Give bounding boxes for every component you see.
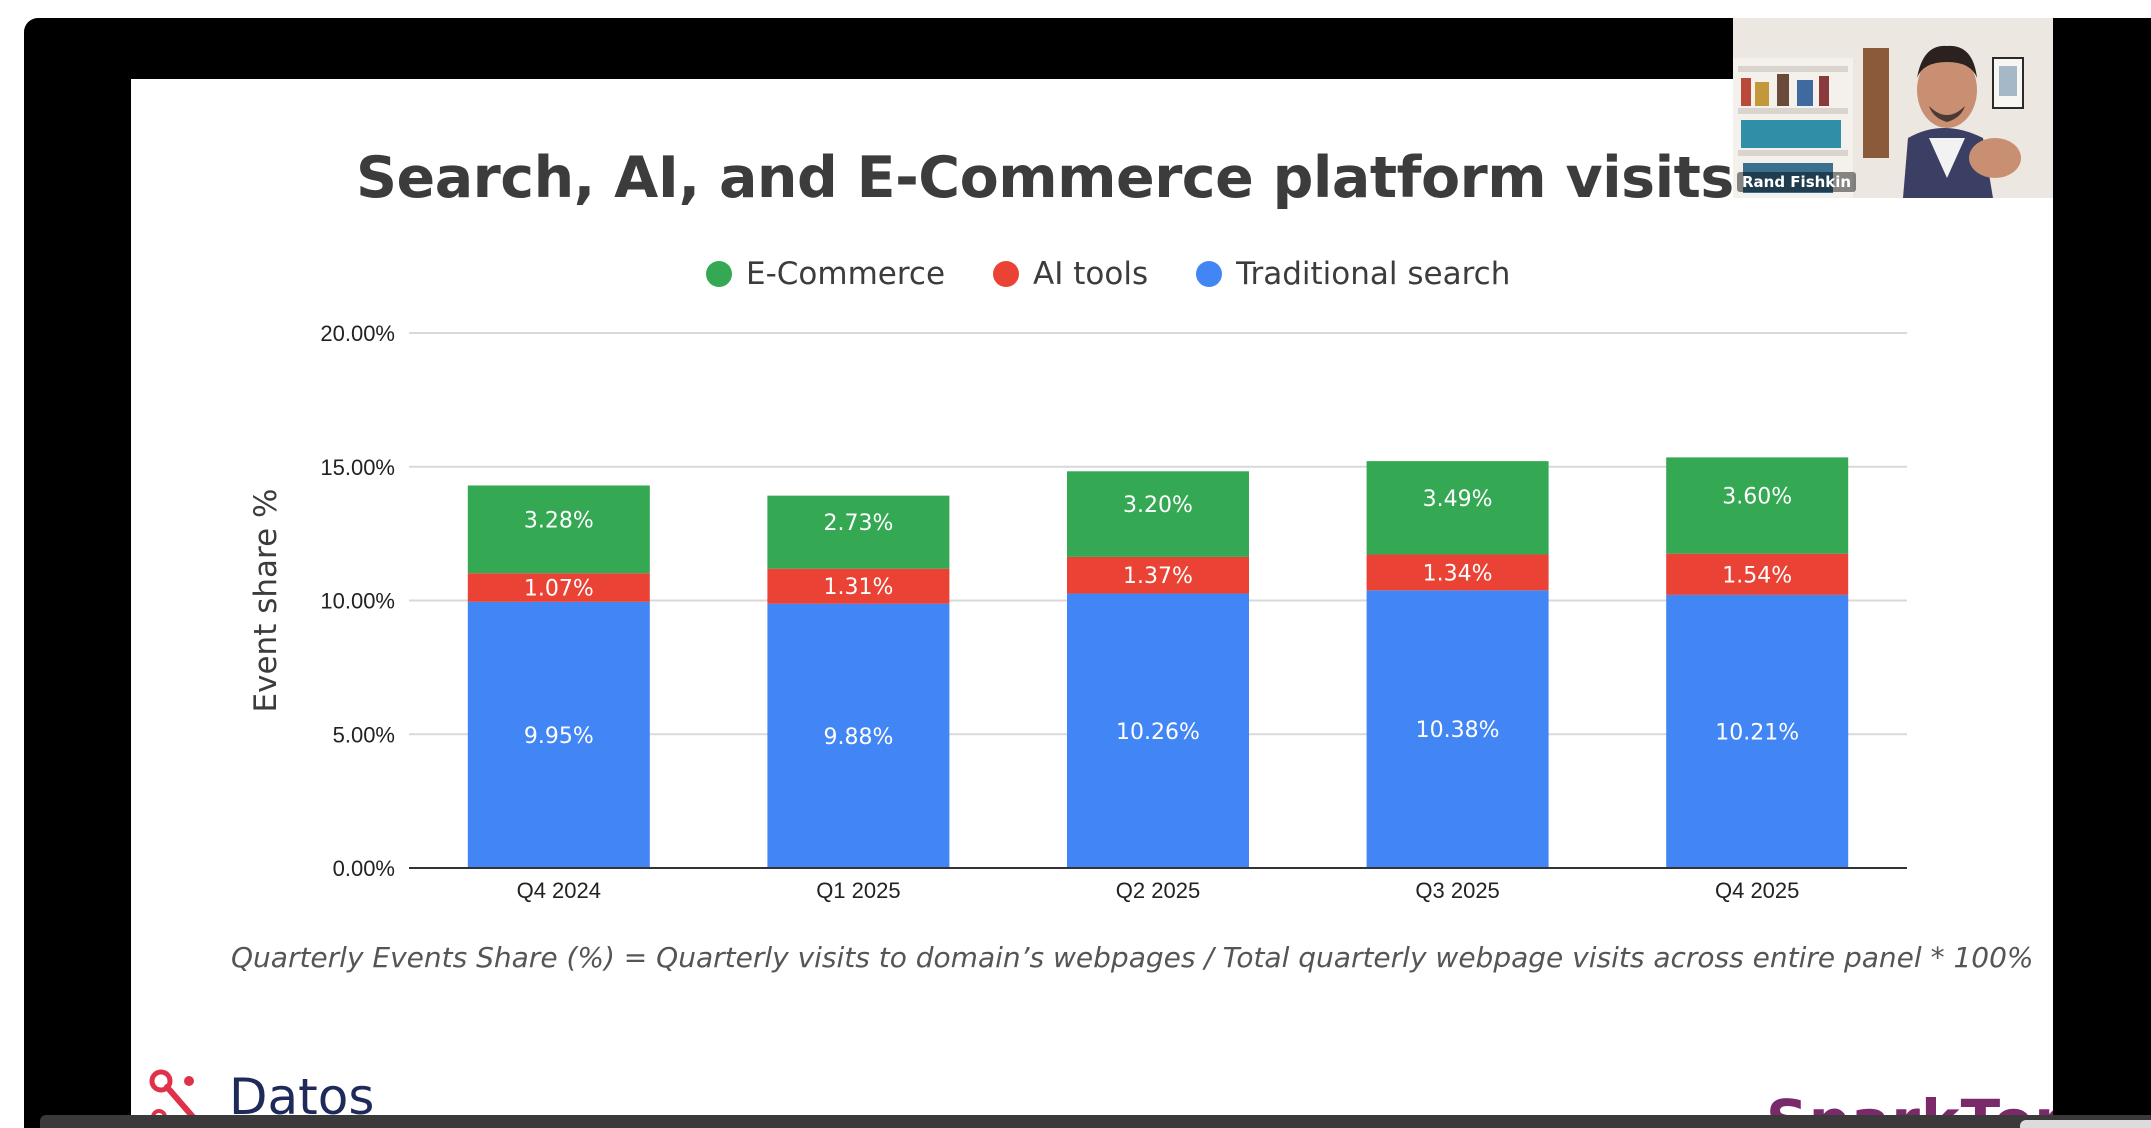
data-label: 3.49% — [1423, 487, 1493, 512]
presentation-slide: Search, AI, and E-Commerce platform visi… — [131, 79, 2053, 1128]
data-label: 9.95% — [524, 724, 594, 749]
y-tick-label: 0.00% — [333, 856, 395, 881]
x-tick-label: Q2 2025 — [1116, 878, 1200, 903]
legend-dot-ai-tools — [993, 261, 1020, 287]
legend-item-ecommerce: E-Commerce — [706, 256, 945, 292]
y-tick-label: 20.00% — [320, 321, 395, 346]
y-tick-label: 5.00% — [333, 722, 395, 747]
data-label: 10.38% — [1416, 718, 1500, 743]
chart-legend: E-Commerce AI tools Traditional search — [706, 254, 1510, 294]
legend-label-traditional-search: Traditional search — [1236, 256, 1511, 292]
ai-tools-bar-segment — [467, 573, 650, 602]
data-label: 3.20% — [1123, 493, 1193, 518]
webcam-video-image — [1733, 18, 2053, 198]
ai-tools-bar-segment — [1666, 553, 1849, 595]
data-label: 3.28% — [524, 508, 594, 533]
legend-label-ecommerce: E-Commerce — [746, 256, 946, 292]
stacked-bar-chart: 0.00% 5.00% 10.00% 15.00% 20.00% Event share … — [248, 321, 1907, 903]
ai-tools-bar-segment — [1366, 554, 1549, 591]
y-tick-label: 10.00% — [320, 589, 395, 614]
e-commerce-bar-segment — [1666, 457, 1849, 554]
legend-label-ai-tools: AI tools — [1033, 256, 1149, 292]
data-label: 2.73% — [823, 511, 893, 536]
data-label: 1.54% — [1722, 563, 1792, 588]
ai-tools-bar-segment — [1067, 556, 1249, 594]
traditional-search-bar-segment — [1366, 590, 1549, 868]
webcam-video-tile[interactable]: Rand Fishkin — [1733, 18, 2053, 198]
e-commerce-bar-segment — [467, 485, 650, 574]
legend-item-traditional-search: Traditional search — [1196, 256, 1510, 292]
ai-tools-bar-segment — [767, 568, 950, 604]
data-label: 9.88% — [823, 725, 893, 750]
data-label: 1.31% — [823, 575, 893, 600]
participant-name-label: Rand Fishkin — [1737, 172, 1857, 192]
data-label: 1.37% — [1123, 564, 1193, 589]
x-tick-label: Q4 2024 — [517, 878, 601, 903]
e-commerce-bar-segment — [1067, 471, 1249, 557]
data-label: 1.34% — [1423, 561, 1493, 586]
legend-dot-traditional-search — [1196, 261, 1223, 287]
x-tick-label: Q3 2025 — [1415, 878, 1499, 903]
legend-item-ai-tools: AI tools — [993, 256, 1148, 292]
e-commerce-bar-segment — [1366, 461, 1549, 555]
traditional-search-bar-segment — [1666, 594, 1849, 868]
data-label: 10.26% — [1116, 720, 1200, 745]
bottom-right-control-chip[interactable] — [2020, 1120, 2151, 1128]
data-label: 3.60% — [1722, 485, 1792, 510]
y-tick-label: 15.00% — [320, 455, 395, 480]
formula-caption: Quarterly Events Share (%) = Quarterly v… — [231, 941, 2034, 974]
bottom-toolbar-strip — [40, 1115, 2151, 1128]
data-label: 1.07% — [524, 577, 594, 602]
traditional-search-bar-segment — [467, 601, 650, 868]
e-commerce-bar-segment — [767, 495, 950, 569]
y-axis-label: Event share % — [248, 489, 284, 713]
x-tick-label: Q4 2025 — [1715, 878, 1799, 903]
traditional-search-bar-segment — [1067, 593, 1249, 868]
traditional-search-bar-segment — [767, 603, 950, 868]
x-tick-label: Q1 2025 — [816, 878, 900, 903]
data-label: 10.21% — [1715, 720, 1799, 745]
legend-dot-ecommerce — [706, 261, 732, 287]
